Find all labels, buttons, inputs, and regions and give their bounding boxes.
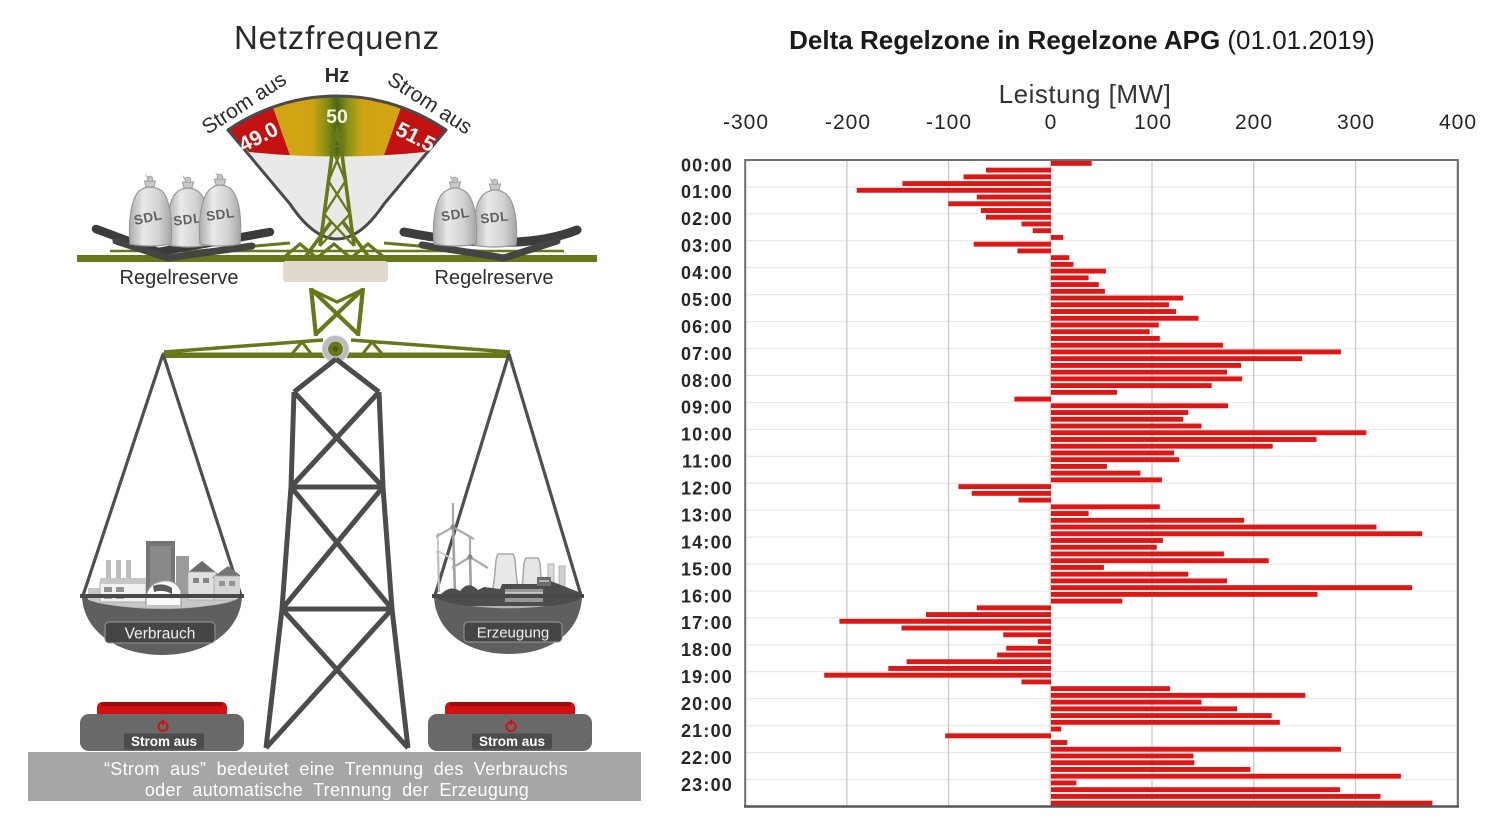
svg-text:Leistung [MW]: Leistung [MW]: [999, 79, 1172, 109]
svg-text:07:00: 07:00: [681, 344, 733, 364]
svg-text:Strom aus: Strom aus: [131, 734, 197, 749]
svg-text:09:00: 09:00: [681, 398, 733, 418]
svg-text:05:00: 05:00: [681, 290, 733, 310]
svg-text:01:00: 01:00: [681, 182, 733, 202]
svg-text:0: 0: [1045, 111, 1058, 134]
svg-text:08:00: 08:00: [681, 371, 733, 391]
svg-text:Hz: Hz: [325, 65, 349, 87]
svg-text:Regelreserve: Regelreserve: [120, 267, 239, 289]
svg-text:SDL: SDL: [172, 210, 202, 228]
svg-text:-100: -100: [926, 111, 972, 134]
svg-text:SDL: SDL: [133, 207, 164, 228]
svg-text:16:00: 16:00: [681, 586, 733, 606]
svg-text:03:00: 03:00: [681, 236, 733, 256]
svg-text:14:00: 14:00: [681, 532, 733, 552]
svg-text:18:00: 18:00: [681, 640, 733, 660]
svg-text:Erzeugung: Erzeugung: [477, 625, 550, 642]
svg-text:Strom aus: Strom aus: [479, 734, 545, 749]
svg-text:-300: -300: [723, 111, 769, 134]
svg-text:SDL: SDL: [205, 205, 235, 224]
svg-text:02:00: 02:00: [681, 209, 733, 229]
svg-text:19:00: 19:00: [681, 667, 733, 687]
svg-text:15:00: 15:00: [681, 559, 733, 579]
svg-text:SDL: SDL: [480, 209, 510, 227]
svg-text:Delta Regelzone in Regelzone A: Delta Regelzone in Regelzone APG (01.01.…: [789, 25, 1375, 55]
svg-text:21:00: 21:00: [681, 721, 733, 741]
svg-text:“Strom aus” bedeutet eine Tren: “Strom aus” bedeutet eine Trennung des V…: [104, 759, 568, 779]
svg-text:100: 100: [1134, 111, 1172, 134]
svg-text:Netzfrequenz: Netzfrequenz: [234, 19, 440, 56]
svg-text:SDL: SDL: [440, 205, 470, 224]
svg-text:11:00: 11:00: [682, 452, 733, 472]
svg-text:00:00: 00:00: [681, 155, 733, 175]
svg-text:200: 200: [1235, 111, 1273, 134]
svg-text:400: 400: [1439, 111, 1477, 134]
svg-text:-200: -200: [825, 111, 871, 134]
svg-text:12:00: 12:00: [681, 479, 733, 499]
svg-text:20:00: 20:00: [681, 694, 733, 714]
svg-text:22:00: 22:00: [681, 748, 733, 768]
svg-text:04:00: 04:00: [681, 263, 733, 283]
svg-text:oder automatische Trennung der: oder automatische Trennung der Erzeugung: [145, 780, 529, 800]
svg-text:300: 300: [1337, 111, 1375, 134]
svg-text:17:00: 17:00: [681, 613, 733, 633]
svg-text:50: 50: [326, 106, 348, 128]
svg-text:13:00: 13:00: [681, 506, 733, 526]
svg-text:23:00: 23:00: [681, 775, 733, 795]
svg-text:Verbrauch: Verbrauch: [125, 626, 196, 643]
svg-text:06:00: 06:00: [681, 317, 733, 337]
svg-text:Regelreserve: Regelreserve: [435, 267, 554, 289]
svg-text:10:00: 10:00: [681, 425, 733, 445]
